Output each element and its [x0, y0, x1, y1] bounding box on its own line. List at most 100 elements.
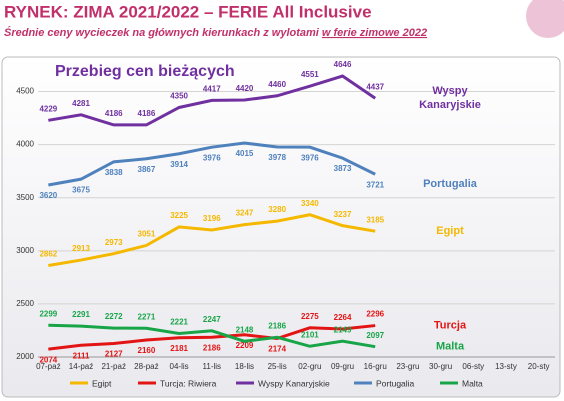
data-label: 4437 [366, 82, 384, 91]
data-label: 2291 [72, 310, 90, 319]
data-label: 3280 [268, 205, 286, 214]
legend-label: Egipt [92, 378, 112, 388]
data-label: 3914 [170, 160, 188, 169]
y-tick-label: 4000 [16, 140, 34, 149]
series-line [48, 324, 376, 351]
data-label: 4460 [268, 80, 286, 89]
series-end-label: Portugalia [423, 178, 478, 190]
series-line [48, 213, 376, 267]
data-label: 3247 [236, 209, 254, 218]
data-label: 3675 [72, 185, 90, 194]
logo [526, 0, 564, 38]
legend-label: Malta [462, 378, 483, 388]
x-tick-label: 16-gru [364, 362, 387, 371]
legend-label: Turcja: Riwiera [160, 378, 217, 388]
data-label: 3620 [39, 191, 57, 200]
data-label: 4186 [138, 109, 156, 118]
x-tick-label: 28-paź [134, 362, 158, 371]
chart-title: Przebieg cen bieżących [55, 63, 235, 80]
data-label: 2209 [236, 341, 254, 350]
data-label: 2127 [105, 350, 123, 359]
data-label: 4646 [334, 60, 352, 69]
x-tick-label: 14-paź [69, 362, 93, 371]
x-tick-label: 07-paź [36, 362, 60, 371]
data-label: 2862 [39, 250, 57, 259]
series-end-label: Turcja [434, 319, 467, 331]
x-tick-label: 06-sty [462, 362, 484, 371]
data-label: 2264 [334, 313, 352, 322]
data-label: 3838 [105, 168, 123, 177]
data-label: 2247 [203, 315, 221, 324]
x-tick-label: 25-lis [268, 362, 287, 371]
data-label: 3196 [203, 214, 221, 223]
data-label: 3978 [268, 153, 286, 162]
y-tick-label: 3500 [16, 193, 34, 202]
data-label: 3185 [366, 215, 384, 224]
x-tick-label: 02-gru [298, 362, 321, 371]
data-label: 2101 [301, 330, 319, 339]
data-label: 3867 [138, 165, 156, 174]
data-label: 2186 [203, 343, 221, 352]
y-tick-label: 2500 [16, 299, 34, 308]
x-tick-label: 13-sty [495, 362, 517, 371]
data-label: 3340 [301, 199, 319, 208]
subtitle-text: Średnie ceny wycieczek na głównych kieru… [4, 26, 320, 39]
data-label: 2299 [39, 309, 57, 318]
x-tick-label: 30-gru [429, 362, 452, 371]
data-label: 2174 [268, 345, 286, 354]
x-tick-label: 23-gru [396, 362, 419, 371]
data-label: 3976 [203, 153, 221, 162]
data-label: 4015 [236, 149, 254, 158]
data-label: 2275 [301, 312, 319, 321]
data-label: 2186 [268, 321, 286, 330]
data-label: 3225 [170, 211, 188, 220]
data-label: 4551 [301, 70, 319, 79]
data-label: 3237 [334, 210, 352, 219]
series-line [48, 141, 376, 187]
data-label: 2149 [334, 325, 352, 334]
x-tick-label: 09-gru [331, 362, 354, 371]
data-label: 2296 [366, 310, 384, 319]
x-tick-label: 04-lis [170, 362, 189, 371]
data-label: 4417 [203, 84, 221, 93]
data-label: 2272 [105, 312, 123, 321]
data-label: 4229 [39, 104, 57, 113]
legend-label: Wyspy Kanaryjskie [258, 378, 330, 388]
page-title: RYNEK: ZIMA 2021/2022 – FERIE All Inclus… [4, 2, 372, 21]
x-tick-label: 11-lis [203, 362, 222, 371]
series-end-label: Malta [436, 341, 465, 353]
series-end-label: Wyspy [432, 85, 468, 97]
series-end-label: Kanaryjskie [419, 99, 481, 111]
x-tick-label: 20-sty [528, 362, 550, 371]
data-label: 3721 [366, 180, 384, 189]
data-label: 2221 [170, 318, 188, 327]
data-label: 4350 [170, 92, 188, 101]
subtitle-underlined: w ferie zimowe 2022 [322, 27, 427, 39]
series-line [48, 323, 376, 349]
data-label: 2913 [72, 244, 90, 253]
data-label: 2271 [138, 312, 156, 321]
y-tick-label: 2000 [16, 352, 34, 361]
x-tick-label: 21-paź [101, 362, 125, 371]
x-tick-label: 18-lis [235, 362, 254, 371]
legend-label: Portugalia [376, 378, 415, 388]
subtitle: Średnie ceny wycieczek na głównych kieru… [4, 26, 427, 39]
y-tick-label: 3000 [16, 246, 34, 255]
data-label: 4420 [236, 84, 254, 93]
y-tick-label: 4500 [16, 87, 34, 96]
data-label: 2160 [138, 346, 156, 355]
data-label: 2973 [105, 238, 123, 247]
data-label: 4281 [72, 99, 90, 108]
data-label: 2148 [236, 325, 254, 334]
data-label: 3976 [301, 153, 319, 162]
data-label: 3873 [334, 164, 352, 173]
chart-frame [1, 56, 561, 398]
data-label: 3051 [138, 230, 156, 239]
data-label: 2097 [366, 331, 384, 340]
data-label: 2111 [73, 351, 90, 360]
series-line [48, 74, 377, 127]
data-label: 2181 [170, 344, 188, 353]
series-end-label: Egipt [436, 225, 464, 237]
data-label: 4186 [105, 109, 123, 118]
